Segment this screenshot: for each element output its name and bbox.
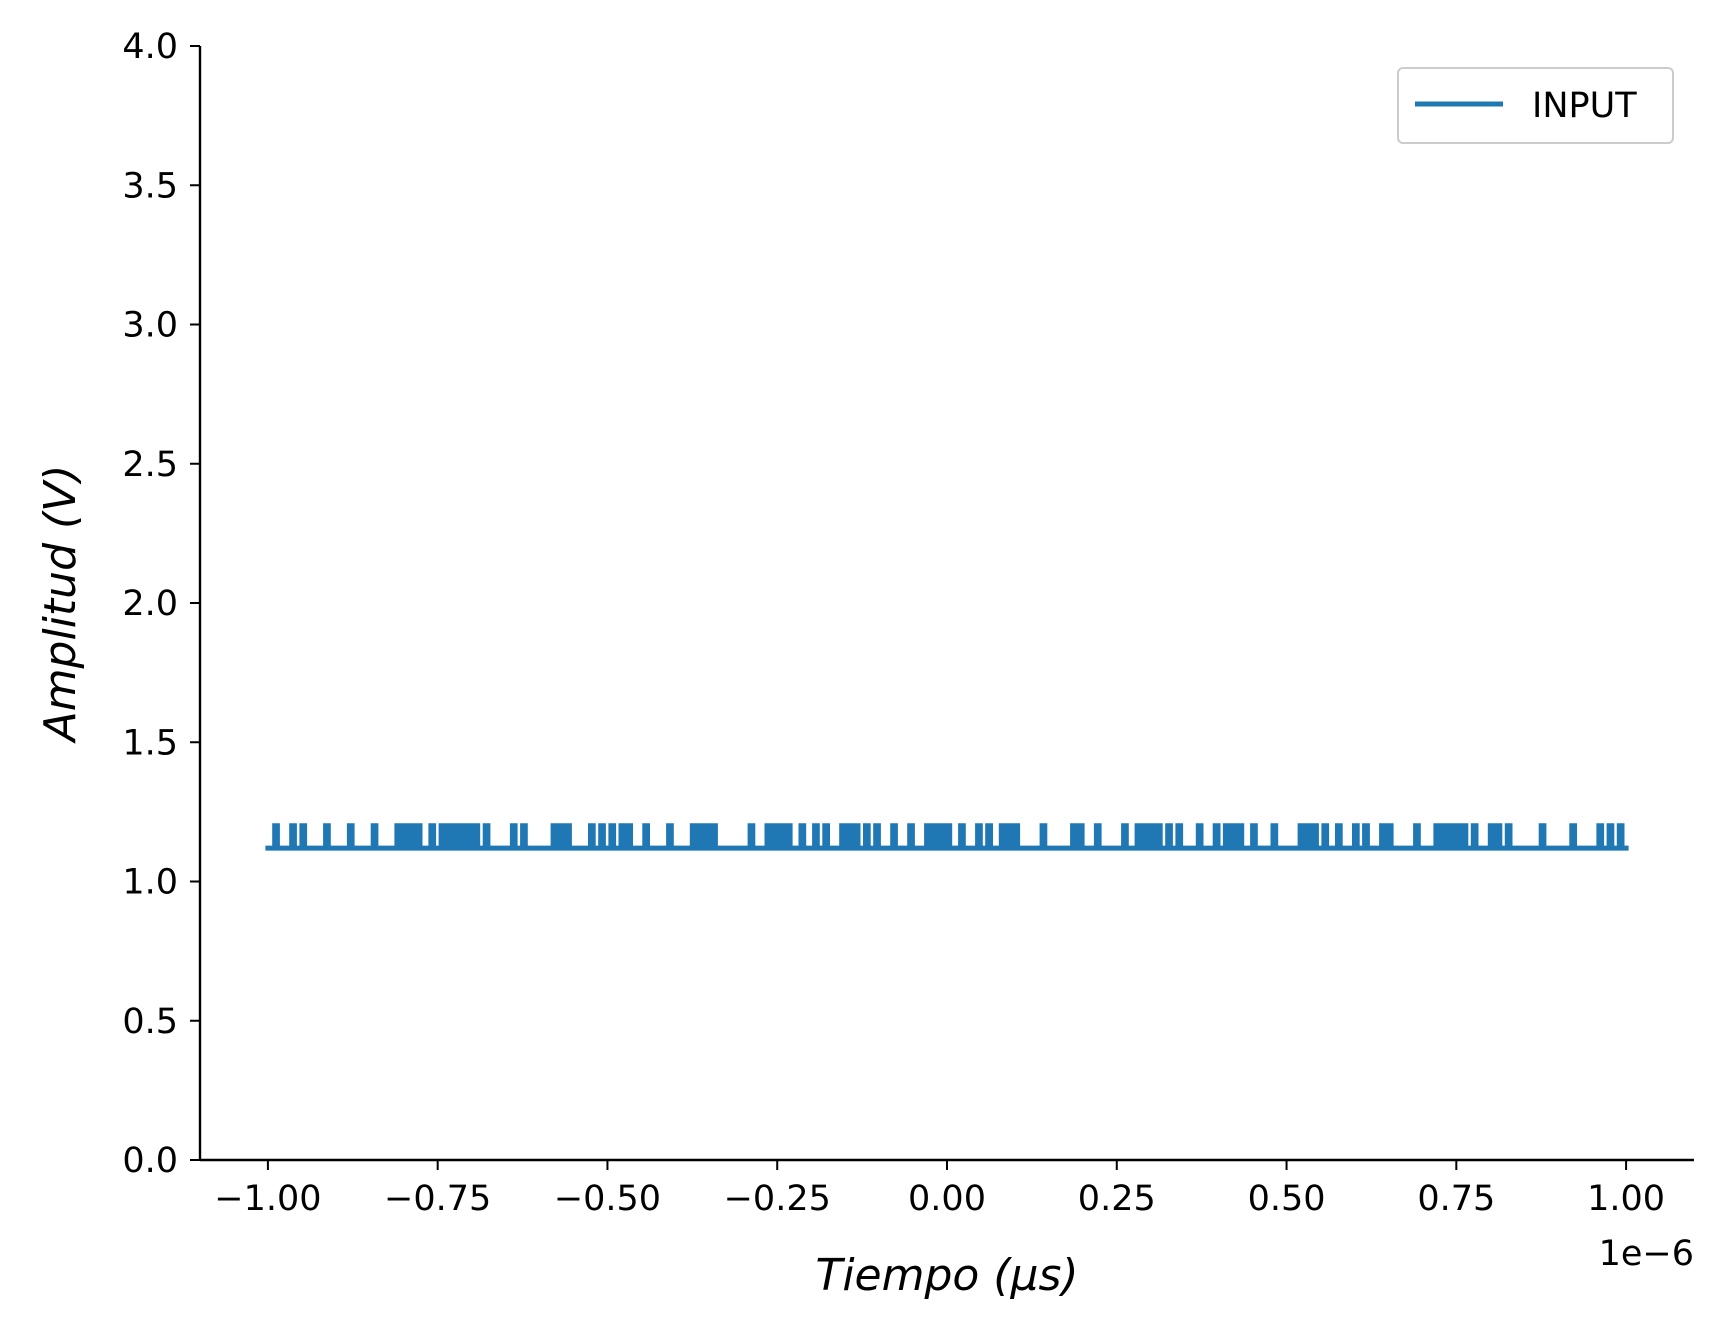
x-axis-title: Tiempo (μs) — [815, 1250, 1078, 1301]
x-tick-label: 0.75 — [1417, 1179, 1495, 1219]
legend-box — [1397, 67, 1674, 144]
y-axis-ticks: 0.0 0.5 1.0 1.5 2.0 2.5 3.0 3.5 4.0 — [122, 27, 200, 1181]
y-tick-label: 1.5 — [122, 723, 178, 763]
x-tick-label: −0.75 — [384, 1179, 491, 1219]
x-tick-label: 1.00 — [1587, 1179, 1665, 1219]
x-tick-label: −1.00 — [214, 1179, 321, 1219]
x-tick-label: 0.25 — [1078, 1179, 1156, 1219]
y-axis-title: Amplitud (V) — [35, 465, 86, 745]
y-tick-label: 2.5 — [122, 445, 178, 485]
y-tick-label: 2.0 — [122, 584, 178, 624]
plot-area — [265, 823, 1629, 851]
y-tick-label: 3.0 — [122, 306, 178, 346]
y-tick-label: 0.0 — [122, 1141, 178, 1181]
x-tick-label: 0.50 — [1248, 1179, 1326, 1219]
x-tick-label: −0.50 — [554, 1179, 661, 1219]
series-line-input — [265, 823, 1629, 851]
y-tick-label: 0.5 — [122, 1002, 178, 1042]
x-axis-offset-label: 1e−6 — [1599, 1234, 1694, 1274]
y-tick-label: 4.0 — [122, 27, 178, 67]
legend-label-input: INPUT — [1532, 86, 1637, 126]
x-tick-label: 0.00 — [908, 1179, 986, 1219]
y-tick-label: 3.5 — [122, 166, 178, 206]
x-tick-label: −0.25 — [724, 1179, 831, 1219]
x-axis-ticks: −1.00 −0.75 −0.50 −0.25 0.00 0.25 0.50 0.75 1.00 — [214, 1160, 1665, 1219]
legend: INPUT — [1397, 67, 1674, 144]
y-tick-label: 1.0 — [122, 863, 178, 903]
